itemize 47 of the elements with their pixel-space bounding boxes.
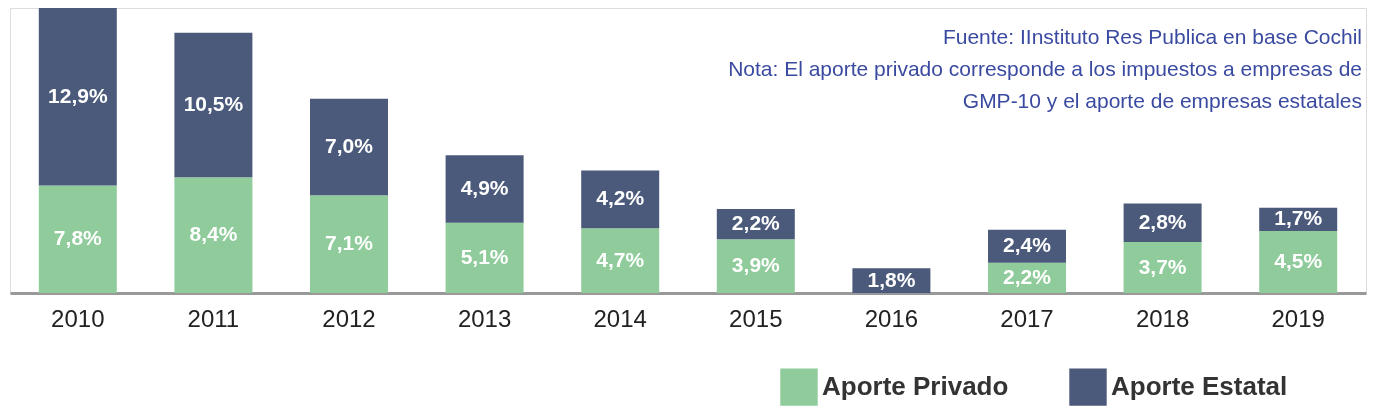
data-label: 2,2% [1003,264,1052,288]
bar [445,155,524,223]
x-tick-label: 2014 [593,304,647,332]
bar [310,98,388,196]
data-label: 4,2% [596,186,645,210]
data-label: 2,4% [1003,233,1052,257]
legend-label: Aporte Estatal [1111,371,1288,402]
data-label: 7,8% [53,226,103,250]
x-tick-label: 2019 [1271,304,1325,332]
data-label: 1,7% [1274,206,1323,230]
bar [38,8,117,186]
data-label: 3,7% [1138,254,1187,278]
bar [174,177,253,293]
data-label: 10,5% [183,92,244,116]
x-tick-label: 2018 [1135,304,1190,332]
x-tick-label: 2017 [1000,304,1054,332]
data-label: 4,9% [460,176,509,200]
data-label: 4,5% [1274,249,1323,273]
bar [716,239,795,293]
data-label: 8,4% [189,222,238,246]
bar [1123,242,1202,293]
data-label: 3,9% [731,253,781,277]
data-label: 5,1% [460,244,509,268]
annotation: GMP-10 y el aporte de empresas estatales [962,89,1362,112]
bar [174,32,253,178]
x-tick-label: 2016 [864,304,919,332]
x-tick-label: 2015 [729,304,783,332]
x-tick-label: 2011 [187,304,240,332]
bar [445,222,524,293]
data-label: 12,9% [48,83,108,107]
bar [1259,231,1338,293]
bar [310,195,388,293]
x-tick-label: 2010 [51,304,105,332]
data-label: 2,2% [731,211,781,235]
bar [581,170,660,229]
x-tick-label: 2012 [322,304,376,332]
data-label: 7,0% [325,134,374,158]
bar [581,228,660,293]
annotation: Fuente: IInstituto Res Publica en base Cochil [942,25,1362,48]
annotation: Nota: El aporte privado corresponde a los impuestos a empresas de [728,57,1362,80]
bar [38,185,117,293]
data-label: 1,8% [867,267,916,291]
x-tick-label: 2013 [457,304,512,332]
data-label: 4,7% [596,247,645,271]
legend-label: Aporte Privado [822,371,1009,402]
data-label: 7,1% [325,231,374,255]
data-label: 2,8% [1138,209,1187,233]
